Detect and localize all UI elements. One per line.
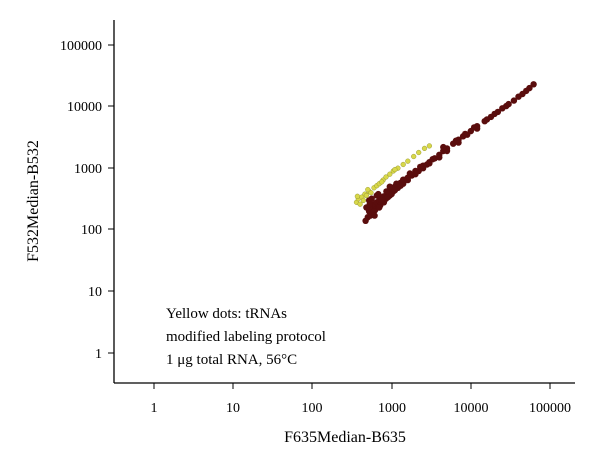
data-point (371, 212, 378, 219)
annotation-line-2: modified labeling protocol (166, 329, 326, 345)
data-point (365, 187, 371, 193)
data-point (491, 110, 498, 118)
y-tick-label: 100000 (60, 39, 102, 54)
x-axis-title: F635Median-B635 (284, 429, 406, 446)
y-tick-label: 10 (88, 285, 102, 300)
x-tick-label: 10 (226, 401, 240, 416)
data-point (366, 201, 373, 208)
x-tick-label: 10000 (454, 401, 489, 416)
data-point (523, 87, 530, 95)
data-point (379, 179, 385, 185)
annotation-line-1: Yellow dots: tRNAs (166, 306, 287, 322)
y-axis-ticks (108, 44, 114, 354)
data-points-layer (353, 81, 537, 224)
data-point (530, 81, 537, 88)
data-point (429, 156, 436, 163)
y-tick-label: 1 (95, 347, 102, 362)
x-tick-label: 1000 (378, 401, 406, 416)
data-point (483, 116, 491, 123)
data-point (406, 170, 414, 177)
data-point (368, 190, 374, 196)
data-point (383, 174, 389, 180)
x-tick-label: 100 (302, 401, 323, 416)
x-tick-label: 100000 (529, 401, 571, 416)
annotation-line-3: 1 μg total RNA, 56°C (166, 352, 297, 368)
y-tick-labels: 1 10 100 1000 10000 100000 (60, 39, 102, 362)
data-point (416, 149, 422, 156)
y-tick-label: 10000 (67, 100, 102, 115)
data-point (505, 100, 512, 108)
y-axis-title: F532Median-B532 (25, 140, 42, 262)
x-tick-labels: 1 10 100 1000 10000 100000 (151, 401, 572, 416)
data-point (360, 197, 367, 204)
y-tick-label: 100 (81, 223, 102, 238)
data-point (357, 201, 363, 207)
data-point (499, 105, 506, 112)
data-point (510, 97, 518, 104)
data-point (375, 190, 382, 198)
data-point (426, 143, 433, 149)
data-point (376, 204, 383, 211)
data-point (368, 195, 375, 202)
data-point (378, 197, 385, 204)
data-point (391, 187, 399, 194)
data-point (362, 217, 369, 224)
annotation: Yellow dots: tRNAs modified labeling pro… (166, 306, 326, 368)
data-point (440, 143, 447, 151)
data-point (515, 93, 522, 100)
data-point (436, 154, 443, 161)
data-point (393, 180, 400, 187)
data-point (383, 188, 390, 195)
x-axis-ticks (153, 383, 551, 389)
data-point (387, 171, 393, 177)
data-point (462, 130, 469, 138)
data-point (412, 167, 419, 175)
data-point (363, 192, 370, 199)
data-point (452, 137, 460, 144)
data-point (470, 124, 478, 131)
data-point (417, 163, 424, 171)
y-tick-label: 1000 (74, 162, 102, 177)
data-point (354, 193, 361, 199)
data-point (392, 167, 398, 173)
data-point (400, 161, 406, 168)
series-1 (353, 143, 433, 207)
data-point (411, 153, 417, 160)
data-point (421, 145, 428, 152)
data-point (400, 176, 407, 183)
data-point (386, 183, 393, 190)
data-point (405, 158, 411, 164)
series-0 (362, 81, 537, 224)
x-tick-label: 1 (151, 401, 158, 416)
